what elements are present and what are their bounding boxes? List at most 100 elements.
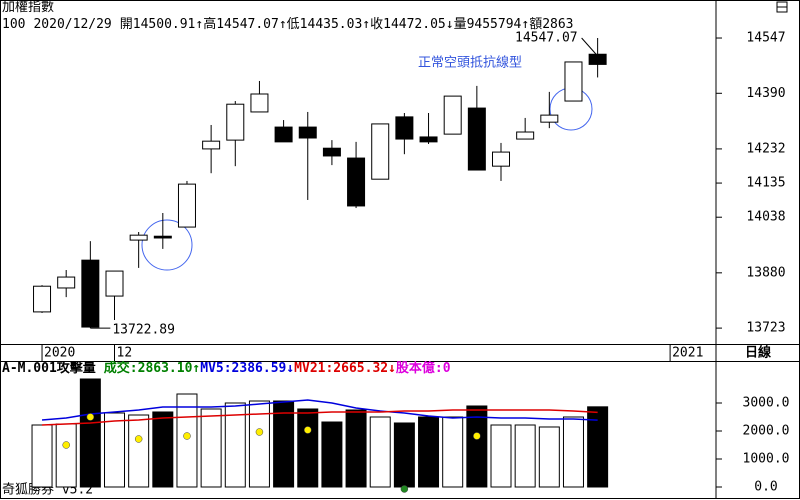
y-tick-label: 13723 <box>746 321 785 336</box>
legend-item: ↓ <box>388 361 396 376</box>
candle-body <box>564 61 583 102</box>
volume-bar <box>418 416 440 488</box>
legend-item: 股本億:0 <box>395 361 451 376</box>
candle-body <box>347 157 366 207</box>
volume-bar <box>104 412 126 488</box>
highlight-circle <box>141 219 193 271</box>
volume-bar <box>587 406 609 488</box>
info-item: ↑ <box>195 17 204 32</box>
candle-body <box>492 151 511 167</box>
y-tick-label: 14547 <box>746 31 785 46</box>
volume-bar <box>297 408 319 488</box>
candle-body <box>467 107 486 171</box>
volume-bar <box>321 421 343 488</box>
candle-body <box>322 147 341 157</box>
signal-dot <box>304 426 312 434</box>
volume-bar <box>55 423 77 488</box>
y-tick-label: 13880 <box>746 265 785 280</box>
candle-body <box>274 126 293 143</box>
candle-body <box>226 103 245 141</box>
info-item: 量9455794 <box>453 17 522 32</box>
period-label: 日線 <box>745 345 772 361</box>
signal-dot <box>183 432 191 440</box>
info-item: 100 <box>2 17 26 32</box>
ma-line <box>42 409 598 426</box>
legend-item: 成交:2863.10 <box>103 361 193 376</box>
info-item: 低14435.03 <box>286 17 363 32</box>
info-item: ↑ <box>362 17 371 32</box>
x-tick-label: 2020 <box>44 346 75 361</box>
signal-dot <box>255 428 264 436</box>
y-tick-label: 2000.0 <box>743 423 790 438</box>
volume-bar <box>538 426 560 488</box>
candle-body <box>588 53 607 65</box>
volume-bar <box>248 400 270 488</box>
volume-bar <box>273 400 295 488</box>
candle-body <box>202 140 221 150</box>
candle-body <box>177 183 196 228</box>
candle-body <box>250 93 269 113</box>
volume-bar <box>393 422 415 488</box>
volume-legend: A-M.001攻擊量 成交:2863.10↑MV5:2386.59↓MV21:26… <box>2 361 714 377</box>
info-item: ↑ <box>521 17 530 32</box>
volume-bar <box>200 408 222 488</box>
volume-bar <box>442 416 464 488</box>
volume-bar <box>128 414 150 488</box>
legend-item: MV21:2665.32 <box>294 361 389 376</box>
volume-bar <box>466 405 488 488</box>
volume-bar <box>176 393 198 488</box>
info-item: 2020/12/29 <box>33 17 112 32</box>
info-item: 開14500.91 <box>119 17 196 32</box>
title: 加權指數 <box>2 0 55 15</box>
legend-item: A-M.001攻擊量 <box>2 361 96 376</box>
candle-body <box>371 123 390 180</box>
y-tick-label: 14038 <box>746 210 785 225</box>
volume-bar <box>79 378 101 488</box>
signal-dot <box>62 441 70 449</box>
volume-bar <box>369 416 391 488</box>
candle-body <box>57 276 76 289</box>
legend-item: MV5:2386.59 <box>200 361 287 376</box>
info-item: 收14472.05 <box>370 17 446 32</box>
y-tick-label: 0.0 <box>754 479 777 494</box>
y-tick-label: 14135 <box>746 176 785 191</box>
legend-item: ↓ <box>286 361 295 376</box>
candle-body <box>516 131 535 140</box>
candle-body <box>419 136 438 143</box>
candle-body <box>81 259 100 328</box>
legend-item: ↑ <box>192 361 201 376</box>
x-tick-label: 12 <box>117 346 133 361</box>
signal-dot <box>134 435 143 443</box>
candle-body <box>153 235 172 239</box>
x-tick-label: 2021 <box>672 346 703 361</box>
y-tick-label: 1000.0 <box>743 451 790 466</box>
candle-body <box>129 234 148 241</box>
low-label: 13722.89 <box>112 323 175 338</box>
info-item: 高14547.07 <box>203 17 279 32</box>
volume-bar <box>514 424 536 488</box>
volume-bar <box>490 424 512 488</box>
info-bar: 100 2020/12/29 開14500.91↑高14547.07↑低14435.… <box>2 17 714 33</box>
volume-bar <box>152 411 174 488</box>
annotation: 正常空頭抵抗線型 <box>418 55 522 71</box>
high-leader <box>581 37 599 57</box>
high-label: 14547.07 <box>515 30 578 45</box>
volume-bar <box>562 416 584 488</box>
candle-body <box>298 126 317 139</box>
volume-bar <box>224 402 246 488</box>
signal-dot <box>86 413 95 421</box>
y-tick-label: 14232 <box>746 141 785 156</box>
info-item: ↓ <box>445 17 454 32</box>
info-item: 額2863 <box>529 17 574 32</box>
signal-dot <box>473 432 481 440</box>
volume-bar <box>345 409 367 488</box>
candle-body <box>395 116 414 140</box>
y-tick-label: 14390 <box>746 86 785 101</box>
candle-body <box>105 270 124 297</box>
candle-body <box>540 114 559 123</box>
candle-body <box>33 285 52 313</box>
info-item: ↑ <box>278 17 287 32</box>
ma-line <box>41 399 598 421</box>
